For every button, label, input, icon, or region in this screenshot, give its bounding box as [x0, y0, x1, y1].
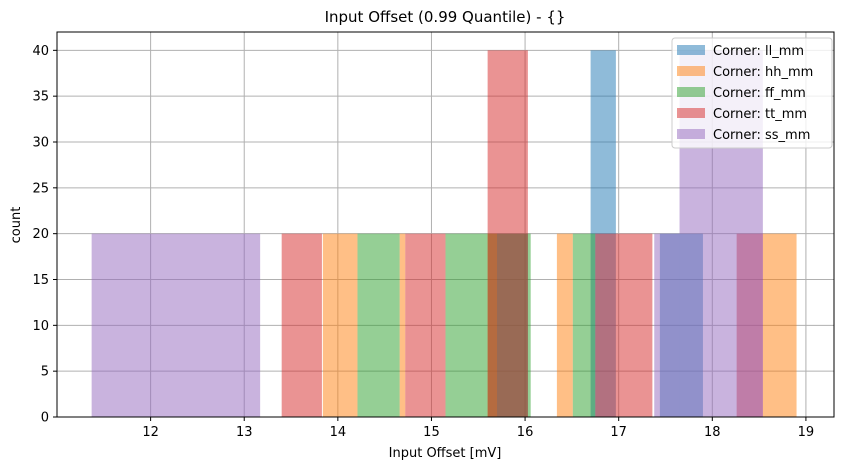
x-tick-label: 19	[798, 425, 815, 440]
histogram-bar	[595, 233, 653, 417]
y-tick-label: 5	[41, 365, 49, 380]
y-tick-label: 20	[32, 227, 49, 242]
x-tick-label: 13	[236, 425, 253, 440]
x-tick-label: 15	[423, 425, 440, 440]
legend-label: Corner: ff_mm	[713, 86, 806, 101]
x-tick-label: 14	[330, 425, 347, 440]
y-axis-label: count	[9, 207, 24, 244]
legend-box	[671, 37, 833, 149]
histogram-bar	[572, 233, 596, 417]
y-tick-label: 35	[32, 90, 49, 105]
legend-label: Corner: hh_mm	[713, 65, 813, 80]
x-tick-label: 18	[704, 425, 721, 440]
histogram-bar	[487, 50, 528, 417]
legend-label: Corner: ll_mm	[713, 44, 804, 59]
y-tick-label: 15	[32, 273, 49, 288]
x-tick-label: 16	[517, 425, 534, 440]
histogram-bar	[762, 233, 797, 417]
histogram-bar	[399, 233, 406, 417]
histogram-bar	[322, 233, 358, 417]
plot-frame	[56, 31, 835, 418]
legend-swatch	[677, 66, 705, 76]
y-tick-label: 0	[41, 411, 49, 426]
x-axis-ticks: 12 13 14 15 16 17 18 19	[142, 417, 814, 440]
legend-label: Corner: ss_mm	[713, 128, 810, 143]
legend-swatch	[677, 108, 705, 118]
histogram-bar	[357, 233, 400, 417]
y-tick-label: 25	[32, 181, 49, 196]
y-tick-label: 10	[32, 319, 49, 334]
x-tick-label: 17	[610, 425, 627, 440]
y-tick-label: 40	[32, 44, 49, 59]
histogram-bar	[654, 233, 680, 417]
legend-swatch	[677, 45, 705, 55]
histogram-bar	[405, 233, 446, 417]
histogram-bar	[281, 233, 322, 417]
histogram-bar	[91, 233, 261, 417]
x-tick-label: 12	[142, 425, 159, 440]
legend-swatch	[677, 87, 705, 97]
x-axis-label: Input Offset [mV]	[389, 446, 502, 461]
histogram-bar	[556, 233, 573, 417]
chart-title: Input Offset (0.99 Quantile) - {}	[325, 8, 566, 26]
histogram-bar	[445, 233, 488, 417]
legend-swatch	[677, 129, 705, 139]
legend-label: Corner: tt_mm	[713, 107, 807, 122]
y-axis-ticks: 0 5 10 15 20 25 30 35 40	[32, 44, 57, 426]
y-tick-label: 30	[32, 136, 49, 151]
legend: Corner: ll_mm Corner: hh_mm Corner: ff_mm C…	[671, 37, 833, 149]
